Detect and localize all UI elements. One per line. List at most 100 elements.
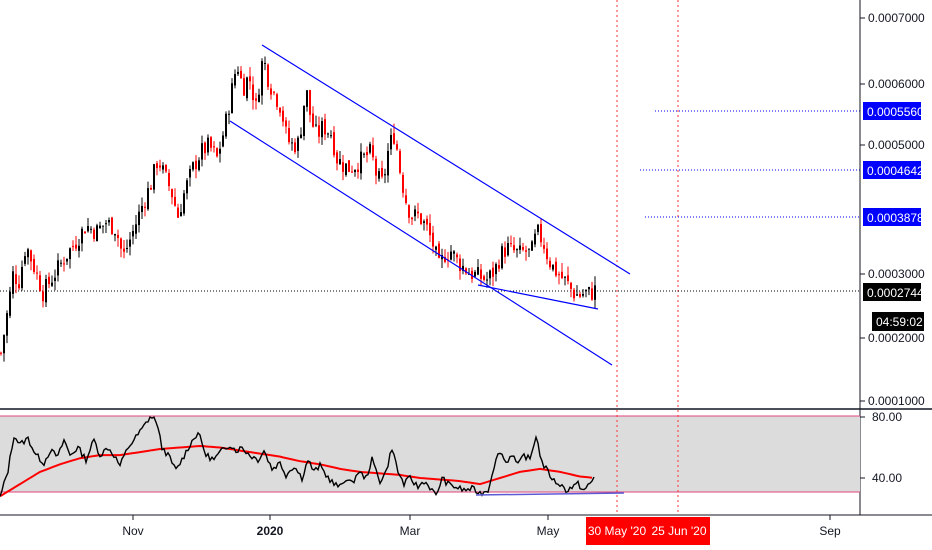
candle-body bbox=[66, 258, 68, 262]
candle-body bbox=[63, 263, 65, 265]
candle-body bbox=[459, 258, 461, 272]
candle-body bbox=[372, 145, 374, 158]
candle-body bbox=[6, 313, 8, 336]
candle-body bbox=[243, 78, 245, 96]
price-tick-label: 0.0003000 bbox=[868, 267, 925, 281]
candle-body bbox=[396, 144, 398, 150]
candle-body bbox=[186, 180, 188, 194]
candle-body bbox=[363, 153, 365, 155]
candle-body bbox=[570, 282, 572, 289]
candle-body bbox=[330, 135, 332, 137]
candle-body bbox=[426, 218, 428, 225]
time-tick-label: May bbox=[537, 524, 560, 538]
candle-body bbox=[153, 164, 155, 190]
candle-body bbox=[441, 255, 443, 260]
candle-body bbox=[351, 171, 353, 173]
candle-body bbox=[30, 250, 32, 262]
level-tag-0004642[interactable]: 0.0004642 bbox=[863, 161, 924, 179]
price-pane[interactable] bbox=[0, 0, 860, 408]
candle-body bbox=[192, 162, 194, 170]
candle-body bbox=[297, 137, 299, 151]
time-tick-label: Nov bbox=[122, 524, 143, 538]
candle-body bbox=[390, 134, 392, 150]
candle-body bbox=[213, 146, 215, 148]
candle-body bbox=[498, 265, 500, 269]
date-tag-30-may[interactable]: 30 May '20 bbox=[586, 517, 648, 545]
candle-body bbox=[429, 222, 431, 236]
candle-body bbox=[48, 276, 50, 285]
candle-body bbox=[123, 248, 125, 252]
candle-body bbox=[342, 162, 344, 172]
price-tick-label: 0.0005000 bbox=[868, 138, 925, 152]
support-line[interactable] bbox=[477, 284, 599, 310]
candle-body bbox=[591, 288, 593, 300]
candle-body bbox=[411, 217, 413, 220]
candle-body bbox=[111, 217, 113, 235]
time-tick-label: Sep bbox=[819, 524, 841, 538]
candle-body bbox=[300, 134, 302, 138]
countdown-label: 04:59:02 bbox=[876, 315, 923, 329]
current-price-tag[interactable]: 0.0002744 bbox=[863, 283, 924, 301]
channel-upper-line[interactable] bbox=[261, 44, 631, 275]
current-price-tag-bg bbox=[863, 283, 921, 301]
candle-body bbox=[135, 224, 137, 234]
candle-body bbox=[492, 267, 494, 277]
candle-body bbox=[105, 223, 107, 225]
candle-body bbox=[477, 267, 479, 275]
countdown-tag: 04:59:02 bbox=[872, 312, 924, 331]
candle-body bbox=[444, 256, 446, 262]
candle-body bbox=[165, 164, 167, 172]
candle-body bbox=[537, 224, 539, 233]
candle-body bbox=[579, 294, 581, 297]
date-tag-bg bbox=[586, 517, 648, 545]
date-tag-25-jun[interactable]: 25 Jun '20 bbox=[648, 517, 710, 545]
candle-body bbox=[171, 189, 173, 198]
rsi-axis[interactable]: 80.00 40.00 bbox=[860, 410, 902, 485]
candle-body bbox=[75, 244, 77, 249]
candle-body bbox=[0, 352, 2, 354]
candle-body bbox=[432, 232, 434, 247]
candle-body bbox=[567, 275, 569, 282]
candle-body bbox=[582, 293, 584, 296]
candle-body bbox=[45, 278, 47, 303]
level-tag-bg bbox=[863, 102, 921, 120]
candle-body bbox=[327, 133, 329, 135]
level-tag-0005560[interactable]: 0.0005560 bbox=[863, 102, 924, 120]
candle-body bbox=[39, 275, 41, 291]
candle-body bbox=[303, 105, 305, 136]
candle-body bbox=[489, 270, 491, 279]
candle-body bbox=[21, 266, 23, 288]
candle-body bbox=[219, 148, 221, 154]
candle-body bbox=[387, 150, 389, 176]
candle-body bbox=[453, 251, 455, 254]
level-tag-label: 0.0005560 bbox=[867, 105, 924, 119]
price-tick-label: 0.0007000 bbox=[868, 11, 925, 25]
channel-lower-line[interactable] bbox=[229, 120, 613, 366]
candle-body bbox=[51, 282, 53, 286]
candle-body bbox=[345, 163, 347, 175]
candle-body bbox=[414, 209, 416, 217]
level-tag-label: 0.0003878 bbox=[867, 211, 924, 225]
candle-body bbox=[279, 107, 281, 113]
candle-body bbox=[114, 234, 116, 236]
candle-body bbox=[339, 159, 341, 165]
candle-body bbox=[555, 261, 557, 276]
candle-body bbox=[420, 213, 422, 224]
candle-body bbox=[321, 121, 323, 138]
rsi-pane[interactable] bbox=[0, 410, 860, 515]
candle-body bbox=[159, 165, 161, 168]
level-tag-0003878[interactable]: 0.0003878 bbox=[863, 208, 924, 226]
candles-group bbox=[0, 56, 596, 362]
candle-body bbox=[435, 246, 437, 250]
time-axis[interactable]: Nov 2020 Mar May Sep bbox=[122, 515, 841, 538]
candle-body bbox=[438, 243, 440, 258]
candle-body bbox=[354, 169, 356, 173]
candle-body bbox=[282, 110, 284, 122]
date-tag-label: 25 Jun '20 bbox=[651, 524, 706, 538]
price-axis[interactable]: 0.0007000 0.0006000 0.0005000 0.0003000 … bbox=[860, 11, 925, 408]
level-tag-bg bbox=[863, 161, 921, 179]
rsi-support-line[interactable] bbox=[475, 492, 625, 496]
candle-body bbox=[309, 89, 311, 115]
candle-body bbox=[312, 113, 314, 127]
